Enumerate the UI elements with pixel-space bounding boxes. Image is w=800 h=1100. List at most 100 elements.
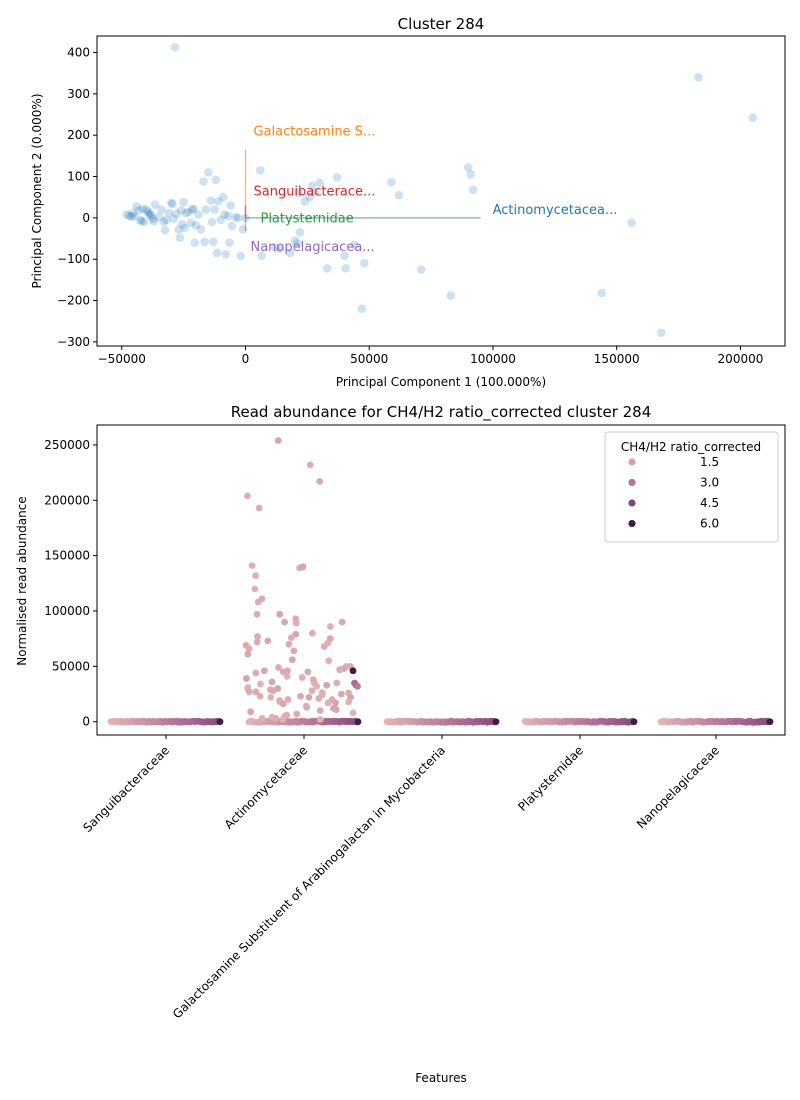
strip-point [264,637,272,645]
pca-point [194,210,203,219]
pca-point [164,208,174,218]
strip-point [316,707,324,715]
legend-marker [628,519,636,528]
pca-x-tick-label: 100000 [470,352,516,366]
pca-point [209,237,218,247]
legend-title: CH4/H2 ratio_corrected [621,440,761,454]
strip-x-axis-label: Features [415,1071,467,1085]
pca-point [218,192,228,202]
loading-label: Sanguibacterace... [253,184,375,199]
pca-point [124,211,134,221]
pca-point [190,238,200,247]
pca-point [206,196,216,205]
strip-point [256,692,264,700]
pca-point [142,205,151,214]
strip-point [275,664,282,671]
strip-point [324,699,332,707]
pca-point [340,251,349,261]
strip-point [345,698,352,706]
pca-point [225,238,234,247]
strip-plot-frame [96,424,786,736]
strip-point [252,669,260,677]
strip-point [309,629,316,637]
strip-point [305,693,313,701]
pca-point [147,211,156,221]
strip-y-tick-label: 150000 [44,549,90,563]
pca-point [191,221,201,230]
strip-point [244,492,251,500]
pca-point [139,217,149,227]
pca-point [144,210,154,219]
pca-point [236,251,245,261]
strip-point [630,718,638,726]
loading-label: Actinomycetacea... [493,203,618,218]
pca-point [216,215,226,225]
pca-point [149,216,159,226]
legend-frame [604,431,779,543]
strip-point [247,708,255,716]
pca-point [416,265,426,274]
pca-point [160,225,170,235]
pca-point [150,200,160,209]
strip-title: Read abundance for CH4/H2 ratio_correcte… [231,403,652,422]
pca-y-tick-label: 300 [67,87,90,101]
pca-point [199,177,208,186]
pca-point [310,187,320,197]
strip-point [284,696,292,703]
strip-point [316,716,324,723]
pca-point [137,216,146,226]
pca-point [294,188,303,198]
pca-point [161,215,171,225]
pca-point [201,205,211,214]
strip-point [349,667,357,675]
strip-point [272,714,280,722]
pca-point [184,207,193,217]
pca-x-axis-label: Principal Component 1 (100.000%) [336,375,546,389]
pca-point [290,236,300,245]
pca-point [220,210,229,219]
pca-point [157,205,166,214]
pca-point [176,206,186,215]
legend-label: 3.0 [700,476,719,490]
strip-point [245,645,253,653]
strip-point [313,682,321,690]
strip-y-axis-label: Normalised read abundance [15,496,29,665]
pca-point [233,213,243,223]
pca-point [463,163,473,172]
strip-point [248,562,256,570]
pca-point [226,201,235,210]
strip-point [279,700,287,708]
pca-point [148,214,157,224]
legend-label: 4.5 [700,496,719,510]
strip-points [107,437,774,726]
strip-point [251,585,259,593]
strip-y-tick-label: 100000 [44,604,90,618]
strip-point [245,688,253,696]
pca-biplot: Cluster 284 Galactosamine S... Sanguibact… [30,15,786,389]
pca-y-tick-label: −300 [57,335,90,349]
pca-point [207,217,217,227]
pca-point [387,178,396,187]
strip-point [253,638,261,646]
pca-point [138,204,148,214]
pca-point [223,211,233,221]
pca-point [181,208,191,218]
pca-point [211,175,221,185]
strip-point [252,572,260,579]
strip-point [274,437,282,444]
pca-point [132,201,141,211]
pca-point [359,259,369,268]
pca-point [143,207,153,216]
strip-point [336,666,344,674]
pca-point [468,185,478,195]
pca-point [748,113,758,123]
strip-point [338,618,346,626]
pca-point [210,205,219,214]
pca-x-tick-label: 50000 [350,352,388,366]
pca-x-tick-label: 0 [242,352,250,366]
pca-point [122,210,131,219]
strip-point [285,640,293,648]
pca-plot-frame [96,35,786,347]
pca-point [196,225,206,234]
